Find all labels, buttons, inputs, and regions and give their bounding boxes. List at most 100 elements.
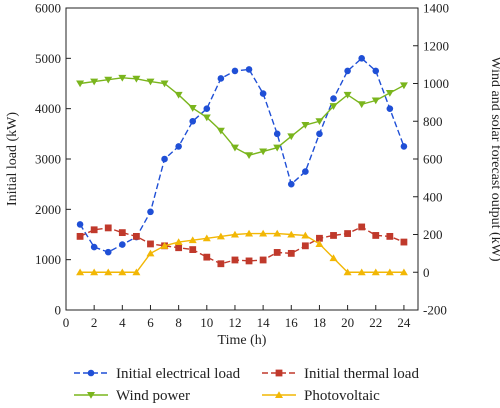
right-y-tick-label: 200	[423, 227, 443, 242]
initial-electrical-load-point	[104, 248, 112, 256]
x-tick-label: 2	[91, 315, 98, 330]
left-y-tick-label: 6000	[35, 1, 61, 16]
right-y-tick-label: 800	[423, 114, 443, 129]
initial-thermal-load-point	[147, 240, 154, 248]
wind-power-point	[76, 80, 85, 88]
initial-electrical-load-point	[203, 105, 211, 112]
initial-thermal-load-point	[301, 242, 309, 250]
initial-thermal-load-point	[90, 226, 98, 234]
legend: Initial electrical load Initial thermal l…	[74, 366, 419, 404]
initial-thermal-load-point	[344, 230, 351, 237]
photovoltaic-point	[160, 242, 169, 249]
x-tick-label: 8	[175, 315, 182, 330]
initial-thermal-load-point	[118, 229, 126, 237]
initial-electrical-load-point	[175, 143, 182, 150]
wind-power-point	[399, 82, 408, 90]
initial-electrical-load-point	[245, 66, 253, 73]
photovoltaic-point	[245, 229, 254, 237]
initial-thermal-load-line	[79, 226, 405, 265]
wind-power-point	[329, 103, 338, 110]
x-tick-label: 12	[228, 315, 241, 330]
wind-power-point	[160, 80, 169, 88]
left-y-tick-label: 1000	[35, 252, 61, 267]
wind-power-point	[174, 91, 183, 99]
photovoltaic-point	[315, 240, 324, 247]
legend-swatch-marker	[275, 391, 283, 398]
right-y-tick-label: 1400	[423, 1, 449, 16]
initial-electrical-load-point	[76, 221, 84, 228]
initial-thermal-load-point	[189, 246, 197, 253]
wind-power-point	[132, 75, 141, 83]
left-y-axis-title: Initial load (kW)	[5, 112, 20, 206]
legend-entry-wind-power: Wind power	[74, 388, 190, 404]
legend-entry-initial-electrical-load: Initial electrical load	[74, 366, 241, 382]
x-tick-label: 6	[147, 315, 154, 330]
legend-label: Photovoltaic	[304, 388, 380, 404]
photovoltaic-line	[80, 232, 404, 273]
initial-electrical-load-point	[302, 168, 309, 175]
initial-thermal-load-point	[76, 232, 84, 240]
legend-swatch-marker	[87, 369, 95, 377]
x-tick-label: 16	[285, 315, 299, 330]
initial-electrical-load-point	[400, 143, 408, 150]
initial-electrical-load-line	[79, 57, 405, 253]
right-y-tick-label: 400	[423, 189, 443, 204]
photovoltaic-point	[287, 230, 296, 238]
initial-electrical-load-point	[189, 117, 197, 125]
photovoltaic-point	[259, 229, 268, 237]
left-y-tick-label: 5000	[35, 51, 61, 66]
initial-thermal-load-point	[400, 238, 408, 246]
left-y-tick-label: 3000	[35, 152, 61, 167]
legend-swatch-marker	[87, 392, 95, 399]
left-y-tick-label: 2000	[35, 202, 61, 217]
initial-thermal-load-point	[316, 234, 323, 242]
initial-electrical-load-point	[386, 105, 394, 112]
x-tick-label: 24	[397, 315, 411, 330]
wind-power-point	[188, 105, 197, 112]
initial-electrical-load-point	[372, 67, 380, 75]
wind-power-point	[371, 97, 380, 105]
right-y-tick-label: 0	[423, 265, 430, 280]
initial-electrical-load-point	[231, 67, 239, 75]
initial-thermal-load-point	[330, 232, 337, 239]
wind-power-point	[90, 78, 99, 86]
x-tick-label: 14	[257, 315, 271, 330]
wind-power-line	[79, 77, 405, 156]
initial-thermal-load-point	[273, 249, 281, 256]
initial-electrical-load-point	[90, 243, 98, 251]
photovoltaic-point	[399, 268, 408, 276]
wind-power-point	[259, 148, 268, 156]
x-axis-title: Time (h)	[218, 333, 267, 348]
photovoltaic-point	[385, 268, 394, 276]
wind-power-point	[287, 133, 296, 141]
wind-power-point	[301, 122, 310, 129]
wind-power-point	[118, 74, 127, 82]
initial-electrical-load-point	[217, 75, 225, 82]
photovoltaic-point	[202, 234, 211, 242]
initial-electrical-load-point	[259, 90, 267, 97]
initial-electrical-load-point	[358, 55, 365, 62]
legend-label: Wind power	[116, 388, 190, 404]
photovoltaic-point	[343, 268, 352, 276]
photovoltaic-point	[329, 254, 338, 262]
photovoltaic-point	[76, 268, 85, 276]
photovoltaic-point	[188, 236, 197, 244]
initial-thermal-load-point	[203, 253, 211, 261]
photovoltaic-point	[273, 229, 282, 237]
initial-thermal-load-point	[358, 223, 366, 231]
wind-power-point	[385, 89, 394, 97]
series-layer	[76, 55, 408, 276]
initial-electrical-load-point	[330, 95, 337, 102]
initial-electrical-load-point	[161, 155, 168, 163]
right-y-tick-label: 1000	[423, 76, 449, 91]
right-y-tick-label: 600	[423, 152, 443, 167]
axes-layer: 0 2 4 6 8 10 12 14 16 18 20 22 240100020003000400050…	[35, 1, 449, 331]
wind-power-point	[315, 118, 324, 126]
right-y-tick-label: -200	[423, 303, 447, 318]
x-tick-label: 0	[63, 315, 70, 330]
legend-label: Initial thermal load	[304, 366, 419, 382]
left-y-tick-label: 4000	[35, 101, 61, 116]
photovoltaic-point	[174, 238, 183, 246]
wind-power-point	[216, 127, 225, 135]
right-y-axis-title: Wind and solar forecast output (kW)	[488, 56, 500, 261]
